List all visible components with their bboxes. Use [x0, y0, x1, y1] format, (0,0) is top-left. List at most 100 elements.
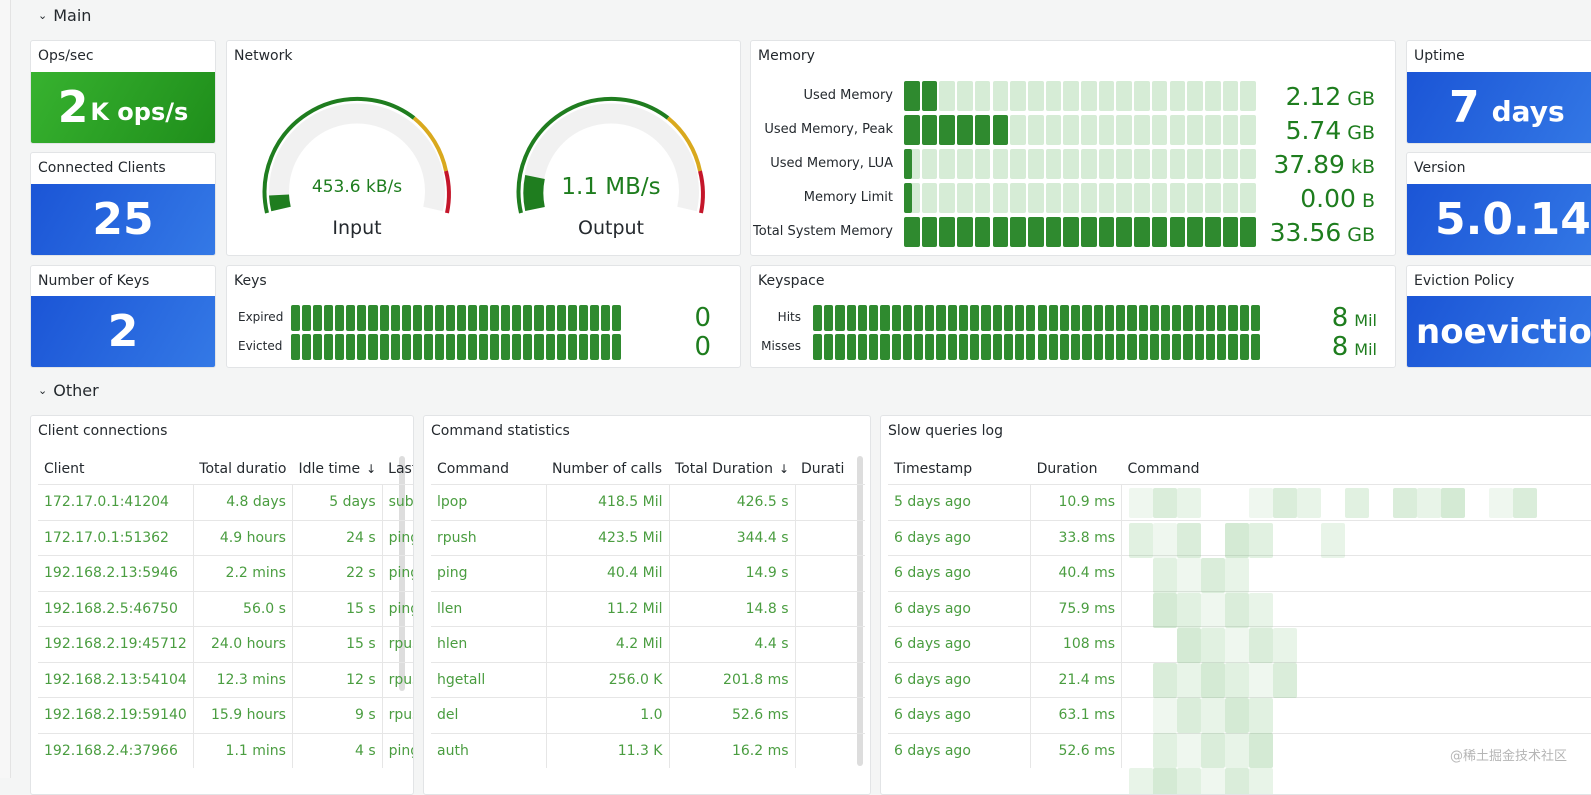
blurred-cell [1201, 628, 1225, 663]
sort-icon: ↓ [366, 461, 377, 476]
gauge-cell [324, 305, 334, 331]
column-header[interactable]: Command [431, 453, 546, 485]
table-cell: 15.9 hours [193, 697, 293, 733]
gauge-cell [1026, 334, 1036, 360]
blurred-cell [1153, 768, 1177, 794]
table-cell: 418.5 Mil [546, 484, 670, 520]
table-cell: 24.0 hours [193, 626, 293, 662]
gauge-cell [313, 305, 323, 331]
gauge-cell [1098, 81, 1115, 111]
gauge-cell [1010, 81, 1026, 111]
header-text: Timestamp [894, 460, 973, 477]
gauge-cell [479, 334, 489, 360]
gauge-cell [992, 183, 1009, 213]
thead: Timestamp Duration Command [888, 453, 1591, 485]
table-cell: 192.168.2.19:45712 [38, 626, 194, 662]
gauge-cell [1093, 305, 1103, 331]
section-header[interactable]: ⌄ Other [38, 381, 99, 400]
column-header[interactable]: Client [38, 453, 193, 485]
gauge-cell [545, 305, 555, 331]
table-cell: 201.8 ms [669, 661, 796, 698]
stat-value: noeviction [1407, 296, 1591, 367]
table-cell: del [431, 697, 547, 733]
gauge-cell [600, 334, 610, 360]
table-cell: 6 days ago [888, 555, 1032, 591]
table-cell: 40.4 Mil [546, 555, 670, 591]
table-cell [795, 555, 866, 591]
table-cell: 52.6 ms [669, 697, 796, 733]
column-header[interactable]: Command [1122, 453, 1591, 485]
gauge-cell [1222, 115, 1239, 145]
blurred-cell [1225, 593, 1249, 628]
table-row: hgetall 256.0 K 201.8 ms [431, 661, 866, 698]
gauge-cell [1151, 183, 1168, 213]
gauge-cell [468, 334, 478, 360]
column-header[interactable]: Number of calls [546, 453, 669, 485]
row-label: Used Memory, LUA [770, 156, 893, 171]
gauge-cell [1187, 183, 1203, 213]
blurred-cell [1249, 733, 1273, 768]
section-header[interactable]: ⌄ Main [38, 6, 92, 25]
table-cell: llen [431, 590, 547, 627]
gauge-cell [904, 115, 920, 145]
panel-title: Uptime [1414, 48, 1465, 64]
blurred-cell [1201, 768, 1225, 794]
table-cell: 21.4 ms [1030, 661, 1123, 698]
gauge-cell [445, 334, 455, 360]
gauge-cell [1169, 183, 1186, 213]
gauge-cell [1228, 305, 1238, 331]
gauge-value: 1.1 MB/s [561, 174, 661, 200]
gauge-cell [1217, 305, 1227, 331]
gauge-cell [302, 305, 312, 331]
gauge-cell [904, 217, 920, 247]
gauge-cell [1027, 217, 1044, 247]
stat-value: 2 [31, 296, 215, 367]
section-title: Main [53, 6, 92, 25]
column-header[interactable]: Total Duration ↓ [669, 453, 795, 485]
gauge-cell [939, 217, 956, 247]
gauge-cell [1081, 115, 1097, 145]
gauge-cell [1093, 334, 1103, 360]
column-header[interactable]: Last co [382, 453, 413, 485]
table-cell [795, 697, 866, 733]
gauge-cell [1027, 183, 1044, 213]
gauge-fill [269, 194, 291, 212]
gauge-cell [939, 81, 956, 111]
gauge-cell [1205, 334, 1216, 360]
table-cell: 40.4 ms [1030, 555, 1123, 591]
gauge-cell [512, 334, 522, 360]
column-header[interactable]: Idle time ↓ [292, 453, 382, 485]
column-header[interactable]: Timestamp [888, 453, 1031, 485]
gauge-cell [423, 334, 433, 360]
gauge-cell [1027, 81, 1044, 111]
gauge-cell [523, 305, 533, 331]
table-cell [1121, 697, 1591, 733]
header-text: Total duratio [199, 460, 287, 477]
gauge-cell [346, 334, 356, 360]
column-header[interactable]: Total duratio [193, 453, 292, 485]
value: 7 [1449, 82, 1480, 133]
blurred-cell [1153, 523, 1177, 558]
gauge-cell [921, 217, 938, 247]
gauge-cell [589, 334, 599, 360]
gauge-cell [1127, 334, 1137, 360]
gauge-cell [1240, 81, 1256, 111]
row-value: 5.74 GB [1286, 116, 1375, 145]
gauge-cell [1134, 183, 1150, 213]
column-header[interactable]: Duration [1031, 453, 1122, 485]
table-cell: 6 days ago [888, 626, 1032, 662]
gauge-cell [846, 305, 856, 331]
gauge-cell [578, 334, 588, 360]
value: 2 [57, 82, 89, 133]
gauge-cell [992, 305, 1002, 331]
header-text: Number of calls [552, 460, 662, 477]
gauge-cell [1116, 334, 1126, 360]
table-cell [1121, 661, 1591, 698]
table-cell: 192.168.2.19:59140 [38, 697, 194, 733]
panel-title: Connected Clients [38, 160, 166, 176]
gauge-cell [1183, 305, 1193, 331]
table-cell: 14.9 s [669, 555, 796, 591]
gauge-cell [1151, 115, 1168, 145]
column-header[interactable]: Durati [795, 453, 865, 485]
sort-icon: ↓ [778, 461, 790, 476]
